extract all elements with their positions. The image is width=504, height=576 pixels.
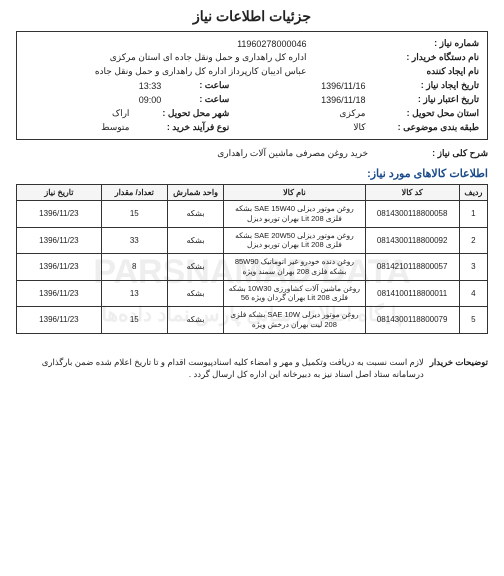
cell-row: 4	[459, 280, 487, 307]
cell-row: 3	[459, 254, 487, 281]
cell-qty: 15	[101, 307, 167, 334]
valid-date-label: تاریخ اعتبار نیاز :	[418, 94, 479, 105]
cell-unit: بشکه	[167, 280, 224, 307]
items-title: اطلاعات کالاهای مورد نیاز:	[16, 167, 488, 180]
overall-label: شرح کلی نیاز :	[432, 148, 488, 159]
cell-name: روغن موتور دیزلی SAE 20W50 بشکه فلزی Lit…	[224, 227, 365, 254]
proc-type: متوسط	[101, 122, 129, 133]
document-content: جزئیات اطلاعات نیاز شماره نیاز : 1196027…	[0, 0, 504, 389]
city-label: شهر محل تحویل :	[162, 108, 229, 119]
valid-time: 09:00	[139, 95, 162, 105]
create-date-label: تاریخ ایجاد نیاز :	[421, 80, 479, 91]
cell-code: 0814300118800092	[365, 227, 459, 254]
th-name: نام کالا	[224, 185, 365, 201]
cell-date: 1396/11/23	[17, 254, 102, 281]
creator: عباس ادیبان کارپرداز اداره کل راهداری و …	[95, 66, 307, 77]
cell-qty: 13	[101, 280, 167, 307]
cell-row: 2	[459, 227, 487, 254]
cell-code: 0814100118800011	[365, 280, 459, 307]
cell-code: 0814210118800057	[365, 254, 459, 281]
request-no: 11960278000046	[237, 39, 306, 49]
buyer-org-label: نام دستگاه خریدار :	[406, 52, 479, 63]
th-code: کد کالا	[365, 185, 459, 201]
cell-unit: بشکه	[167, 307, 224, 334]
th-qty: تعداد/ مقدار	[101, 185, 167, 201]
cell-date: 1396/11/23	[17, 227, 102, 254]
footer-text: لازم است نسبت به دریافت وتکمیل و مهر و ا…	[16, 356, 424, 382]
cell-code: 0814300118800079	[365, 307, 459, 334]
table-row: 10814300118800058روغن موتور دیزلی SAE 15…	[17, 201, 488, 228]
info-box: شماره نیاز : 11960278000046 نام دستگاه خ…	[16, 31, 488, 140]
table-row: 30814210118800057روغن دنده خودرو غیر اتو…	[17, 254, 488, 281]
creator-label: نام ایجاد کننده	[426, 66, 479, 77]
cell-unit: بشکه	[167, 254, 224, 281]
overall-line: شرح کلی نیاز : خرید روغن مصرفی ماشین آلا…	[16, 148, 488, 159]
valid-time-label: ساعت :	[199, 94, 229, 105]
cell-date: 1396/11/23	[17, 307, 102, 334]
footer-note: توضیحات خریدار لازم است نسبت به دریافت و…	[16, 356, 488, 382]
cell-name: روغن دنده خودرو غیر اتوماتیک 85W90 بشکه …	[224, 254, 365, 281]
buyer-org: اداره کل راهداری و حمل ونقل جاده ای استا…	[110, 52, 307, 63]
create-time-label: ساعت :	[199, 80, 229, 91]
request-no-label: شماره نیاز :	[434, 38, 479, 49]
city: اراک	[112, 108, 129, 119]
th-date: تاریخ نیاز	[17, 185, 102, 201]
items-table: ردیف کد کالا نام کالا واحد شمارش تعداد/ …	[16, 184, 488, 334]
cell-row: 1	[459, 201, 487, 228]
create-time: 13:33	[139, 81, 162, 91]
create-date: 1396/11/16	[321, 81, 365, 91]
cell-date: 1396/11/23	[17, 280, 102, 307]
table-row: 50814300118800079روغن موتور دیزلی SAE 10…	[17, 307, 488, 334]
proc-type-label: نوع فرآیند خرید :	[167, 122, 230, 133]
province-label: استان محل تحویل :	[407, 108, 479, 119]
category-label: طبقه بندی موضوعی :	[398, 122, 479, 133]
province: مرکزی	[339, 108, 365, 119]
cell-qty: 15	[101, 201, 167, 228]
cell-name: روغن موتور دیزلی SAE 15W40 بشکه فلزی Lit…	[224, 201, 365, 228]
valid-date: 1396/11/18	[321, 95, 365, 105]
cell-name: روغن موتور دیزلی SAE 10W بشکه فلزی 208 ل…	[224, 307, 365, 334]
cell-qty: 8	[101, 254, 167, 281]
category: کالا	[353, 122, 365, 133]
cell-unit: بشکه	[167, 201, 224, 228]
page-title: جزئیات اطلاعات نیاز	[16, 8, 488, 25]
overall: خرید روغن مصرفی ماشین آلات راهداری	[217, 148, 368, 159]
cell-name: روغن ماشین آلات کشاورزی 10W30 بشکه فلزی …	[224, 280, 365, 307]
th-unit: واحد شمارش	[167, 185, 224, 201]
cell-date: 1396/11/23	[17, 201, 102, 228]
cell-row: 5	[459, 307, 487, 334]
th-row: ردیف	[459, 185, 487, 201]
cell-code: 0814300118800058	[365, 201, 459, 228]
cell-qty: 33	[101, 227, 167, 254]
table-header-row: ردیف کد کالا نام کالا واحد شمارش تعداد/ …	[17, 185, 488, 201]
cell-unit: بشکه	[167, 227, 224, 254]
table-row: 20814300118800092روغن موتور دیزلی SAE 20…	[17, 227, 488, 254]
footer-label: توضیحات خریدار	[430, 356, 488, 382]
table-row: 40814100118800011روغن ماشین آلات کشاورزی…	[17, 280, 488, 307]
